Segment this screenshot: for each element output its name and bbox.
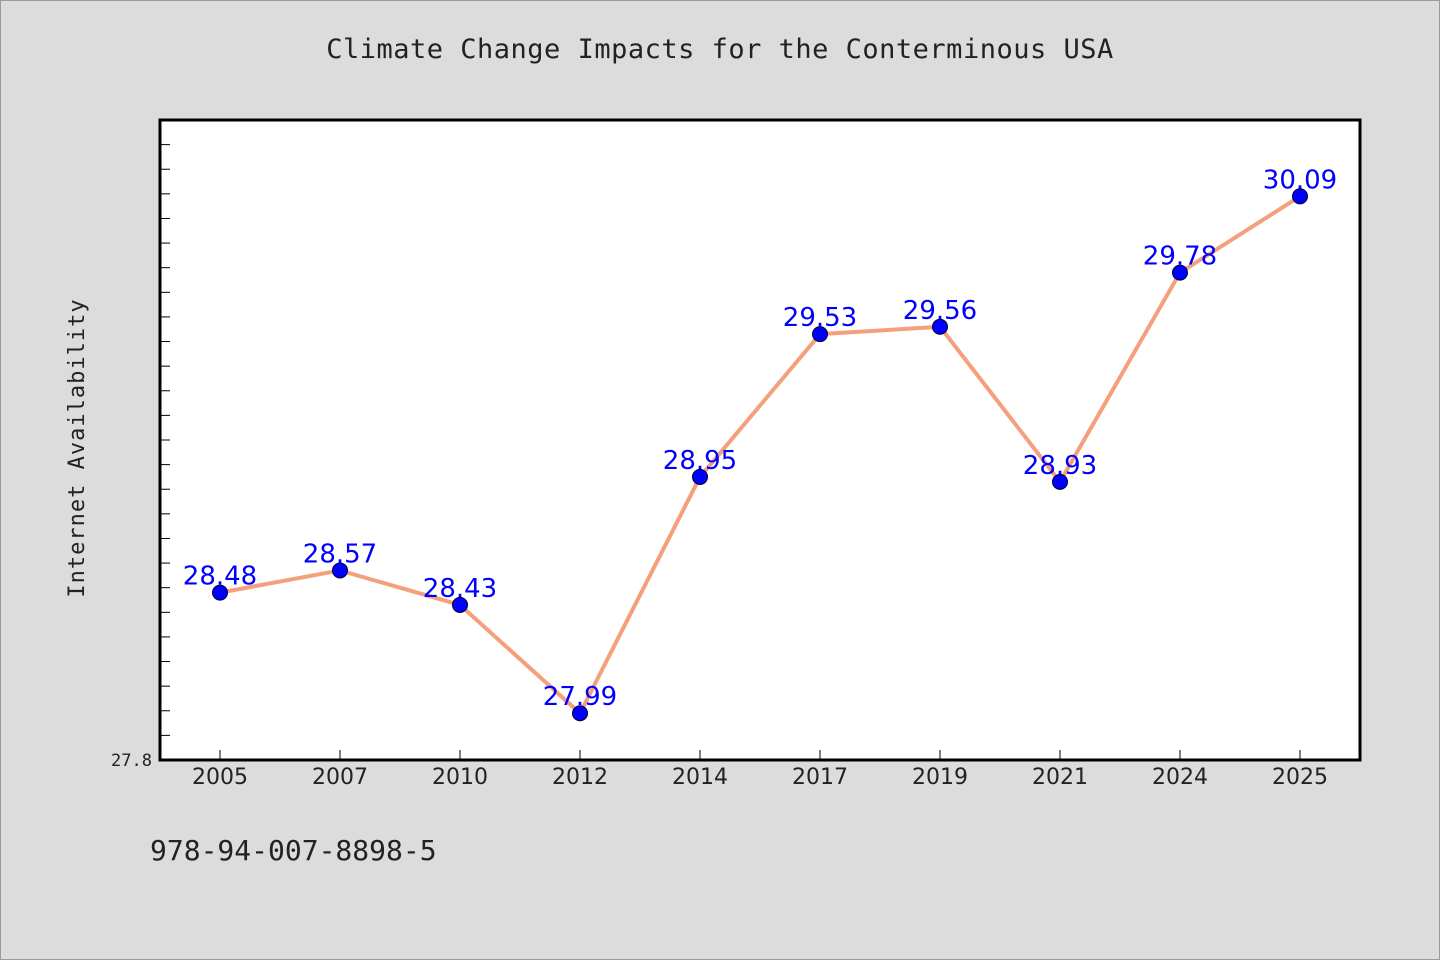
data-point [1292, 188, 1308, 205]
data-label: 29.78 [1143, 242, 1217, 272]
x-tick-label: 2007 [312, 765, 368, 790]
x-tick-label: 2025 [1272, 765, 1328, 790]
x-tick-label: 2010 [432, 765, 488, 790]
data-label: 28.48 [183, 562, 257, 592]
data-label: 28.43 [423, 574, 497, 604]
data-point [692, 468, 708, 485]
x-tick-label: 2024 [1152, 765, 1208, 790]
chart-title: Climate Change Impacts for the Contermin… [326, 34, 1114, 65]
y-axis-ticks: 27.8 [111, 144, 170, 771]
data-point [572, 705, 588, 722]
data-point [452, 596, 468, 613]
series-group: 28.48 28.57 28.43 27.99 28.95 29.53 29.56 28.93… [183, 165, 1337, 722]
data-point [1052, 473, 1068, 490]
footer-isbn-text: 978-94-007-8898-5 [150, 834, 437, 867]
x-tick-label: 2021 [1032, 765, 1088, 790]
x-tick-label: 2019 [912, 765, 968, 790]
data-label: 29.53 [783, 303, 857, 333]
data-label: 28.57 [303, 539, 377, 569]
data-point [812, 326, 828, 343]
data-point [212, 584, 228, 601]
data-label: 28.93 [1023, 451, 1097, 481]
data-label: 28.95 [663, 446, 737, 476]
x-tick-label: 2005 [192, 765, 248, 790]
x-axis-ticks: 2005 2007 2010 2012 2014 2017 2019 2021 2024 2025 [192, 750, 1328, 790]
data-point [332, 562, 348, 579]
series-line [218, 194, 1302, 716]
data-point [1172, 264, 1188, 281]
y-axis-label: Internet Availability [65, 298, 90, 597]
plot-area [158, 118, 1362, 762]
y-tick-label: 27.8 [111, 751, 152, 771]
data-label: 29.56 [903, 296, 977, 326]
data-label: 30.09 [1263, 165, 1337, 195]
x-tick-label: 2017 [792, 765, 848, 790]
x-tick-label: 2014 [672, 765, 728, 790]
x-tick-label: 2012 [552, 765, 608, 790]
data-label: 27.99 [543, 682, 617, 712]
data-point [932, 318, 948, 335]
